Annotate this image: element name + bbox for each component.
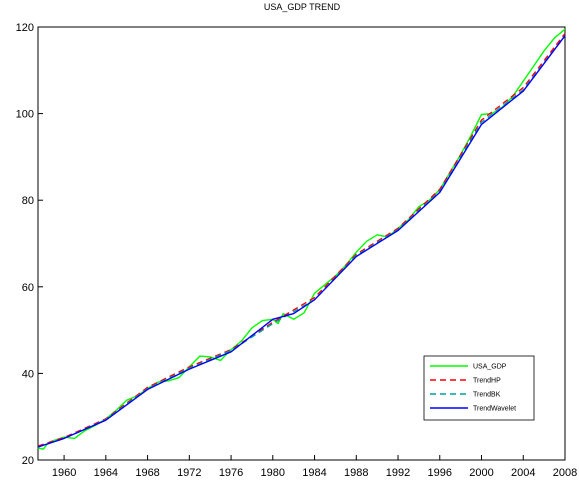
x-tick-label: 1968 [135, 467, 159, 479]
x-tick-label: 2004 [511, 467, 535, 479]
y-tick-label: 40 [22, 368, 34, 380]
legend-label-usa-gdp: USA_GDP [473, 364, 507, 371]
x-tick-label: 1976 [219, 467, 243, 479]
x-tick-label: 2000 [469, 467, 493, 479]
series-line-trendwavelet [37, 35, 566, 448]
series-line-trendhp [37, 33, 566, 447]
x-tick-label: 1996 [428, 467, 452, 479]
series-layer [37, 28, 566, 450]
y-tick-label: 60 [22, 282, 34, 294]
x-tick-label: 1980 [261, 467, 285, 479]
y-tick-label: 120 [16, 22, 34, 34]
x-tick-label: 1984 [302, 467, 326, 479]
legend-label-trendwavelet: TrendWavelet [473, 406, 516, 413]
legend-label-trendhp: TrendHP [473, 378, 501, 385]
y-tick-label: 80 [22, 195, 34, 207]
x-tick-label: 1960 [52, 467, 76, 479]
x-tick-label: 1972 [177, 467, 201, 479]
y-tick-label: 20 [22, 455, 34, 467]
legend-label-trendbk: TrendBK [473, 392, 501, 399]
x-tick-label: 1964 [94, 467, 118, 479]
y-tick-label: 100 [16, 109, 34, 121]
x-tick-label: 2008 [553, 467, 577, 479]
legend: USA_GDP TrendHP TrendBK TrendWavelet [423, 355, 535, 421]
chart-title: USA_GDP TREND [264, 2, 341, 12]
axes: 1960 1964 1968 1972 1976 1980 1984 1988 1992 1996… [16, 22, 578, 479]
x-tick-label: 1992 [386, 467, 410, 479]
x-tick-label: 1988 [344, 467, 368, 479]
